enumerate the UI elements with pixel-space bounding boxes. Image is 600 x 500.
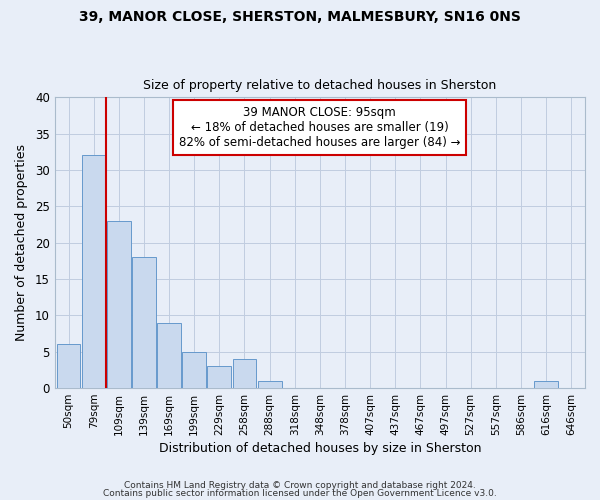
Bar bbox=[56, 344, 80, 388]
Bar bbox=[182, 352, 206, 388]
Bar bbox=[157, 322, 181, 388]
Text: 39 MANOR CLOSE: 95sqm
← 18% of detached houses are smaller (19)
82% of semi-deta: 39 MANOR CLOSE: 95sqm ← 18% of detached … bbox=[179, 106, 461, 149]
Text: Contains HM Land Registry data © Crown copyright and database right 2024.: Contains HM Land Registry data © Crown c… bbox=[124, 481, 476, 490]
Title: Size of property relative to detached houses in Sherston: Size of property relative to detached ho… bbox=[143, 79, 496, 92]
Bar bbox=[82, 156, 106, 388]
Bar bbox=[208, 366, 231, 388]
Text: 39, MANOR CLOSE, SHERSTON, MALMESBURY, SN16 0NS: 39, MANOR CLOSE, SHERSTON, MALMESBURY, S… bbox=[79, 10, 521, 24]
Y-axis label: Number of detached properties: Number of detached properties bbox=[15, 144, 28, 341]
X-axis label: Distribution of detached houses by size in Sherston: Distribution of detached houses by size … bbox=[158, 442, 481, 455]
Bar bbox=[132, 257, 156, 388]
Bar bbox=[233, 359, 256, 388]
Bar bbox=[107, 221, 131, 388]
Bar bbox=[534, 381, 558, 388]
Text: Contains public sector information licensed under the Open Government Licence v3: Contains public sector information licen… bbox=[103, 488, 497, 498]
Bar bbox=[257, 381, 281, 388]
